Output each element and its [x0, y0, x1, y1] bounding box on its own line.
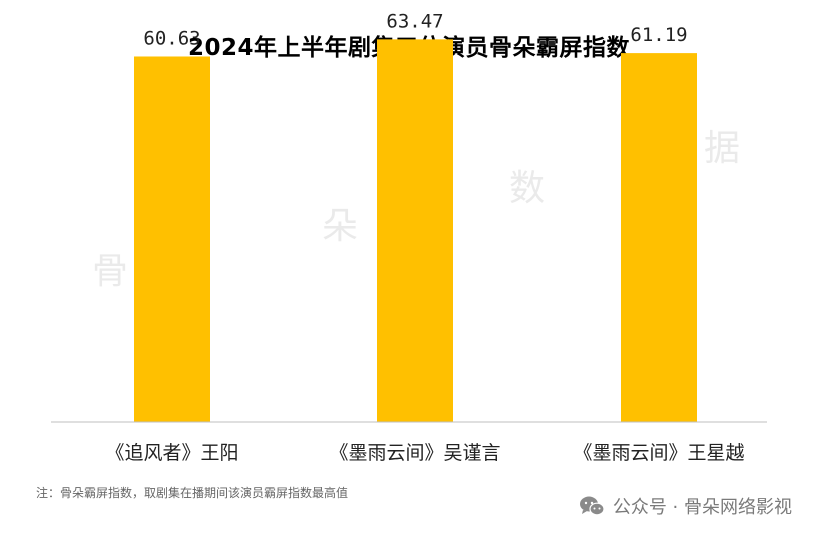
watermark-char-2: 朵: [322, 206, 358, 247]
bar-3: [621, 53, 697, 422]
data-labels: 60.63 63.47 61.19: [143, 10, 687, 49]
data-label-1: 60.63: [143, 27, 200, 49]
data-label-3: 61.19: [630, 24, 687, 46]
footnote: 注：骨朵霸屏指数，取剧集在播期间该演员霸屏指数最高值: [36, 486, 349, 500]
x-tick-label-1: 《追风者》王阳: [105, 442, 238, 464]
bar-2: [377, 39, 453, 422]
source-badge: 公众号 · 骨朵网络影视: [579, 493, 792, 519]
data-label-2: 63.47: [386, 10, 443, 32]
x-tick-label-3: 《墨雨云间》王星越: [573, 442, 744, 464]
watermark-char-4: 据: [704, 128, 740, 169]
watermark-char-1: 骨: [92, 251, 128, 292]
watermark: 骨 朵 数 据: [92, 128, 740, 292]
bar-1: [134, 56, 210, 423]
x-tick-label-2: 《墨雨云间》吴谨言: [329, 442, 500, 464]
wechat-icon: [579, 496, 605, 516]
x-axis-ticks: 《追风者》王阳 《墨雨云间》吴谨言 《墨雨云间》王星越: [105, 442, 744, 464]
watermark-char-3: 数: [509, 168, 545, 209]
bars: [134, 39, 697, 423]
source-text: 公众号 · 骨朵网络影视: [612, 497, 792, 518]
